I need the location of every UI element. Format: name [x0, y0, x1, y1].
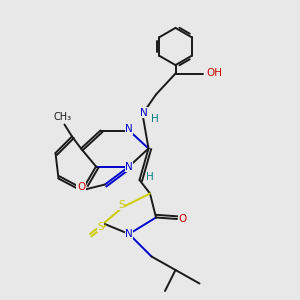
Text: S: S	[118, 200, 125, 210]
Text: N: N	[140, 107, 148, 118]
Text: OH: OH	[206, 68, 222, 79]
Text: O: O	[178, 214, 187, 224]
Text: H: H	[151, 114, 159, 124]
Text: N: N	[125, 161, 133, 172]
Text: N: N	[125, 124, 133, 134]
Text: S: S	[97, 221, 104, 232]
Text: CH₃: CH₃	[54, 112, 72, 122]
Text: N: N	[125, 229, 133, 239]
Text: H: H	[146, 172, 154, 182]
Text: O: O	[77, 182, 85, 193]
